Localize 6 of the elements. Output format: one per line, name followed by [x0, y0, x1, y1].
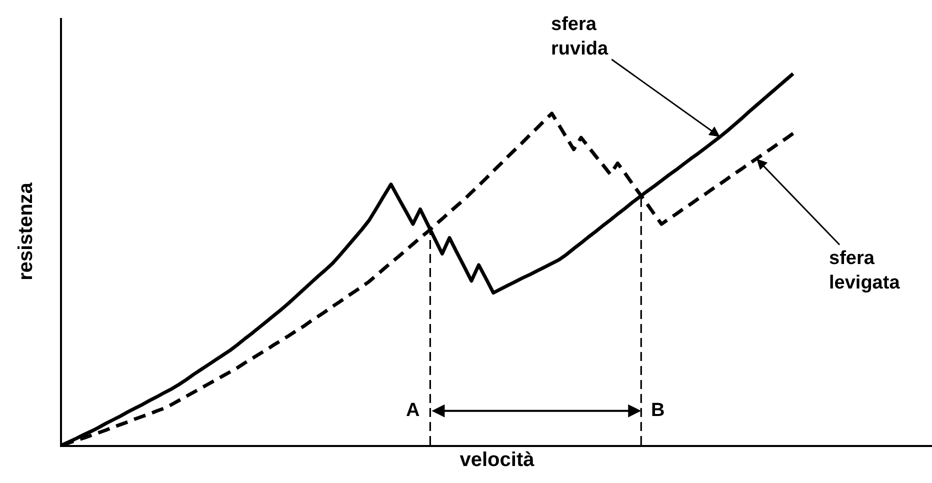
- annotation: B: [651, 400, 665, 421]
- text: sfera ruvida: [551, 14, 608, 60]
- y-axis-title: resistenza: [15, 182, 37, 280]
- text: sfera levigata: [829, 248, 900, 294]
- x-axis-title: velocità: [460, 449, 536, 471]
- annotation: A: [406, 400, 420, 421]
